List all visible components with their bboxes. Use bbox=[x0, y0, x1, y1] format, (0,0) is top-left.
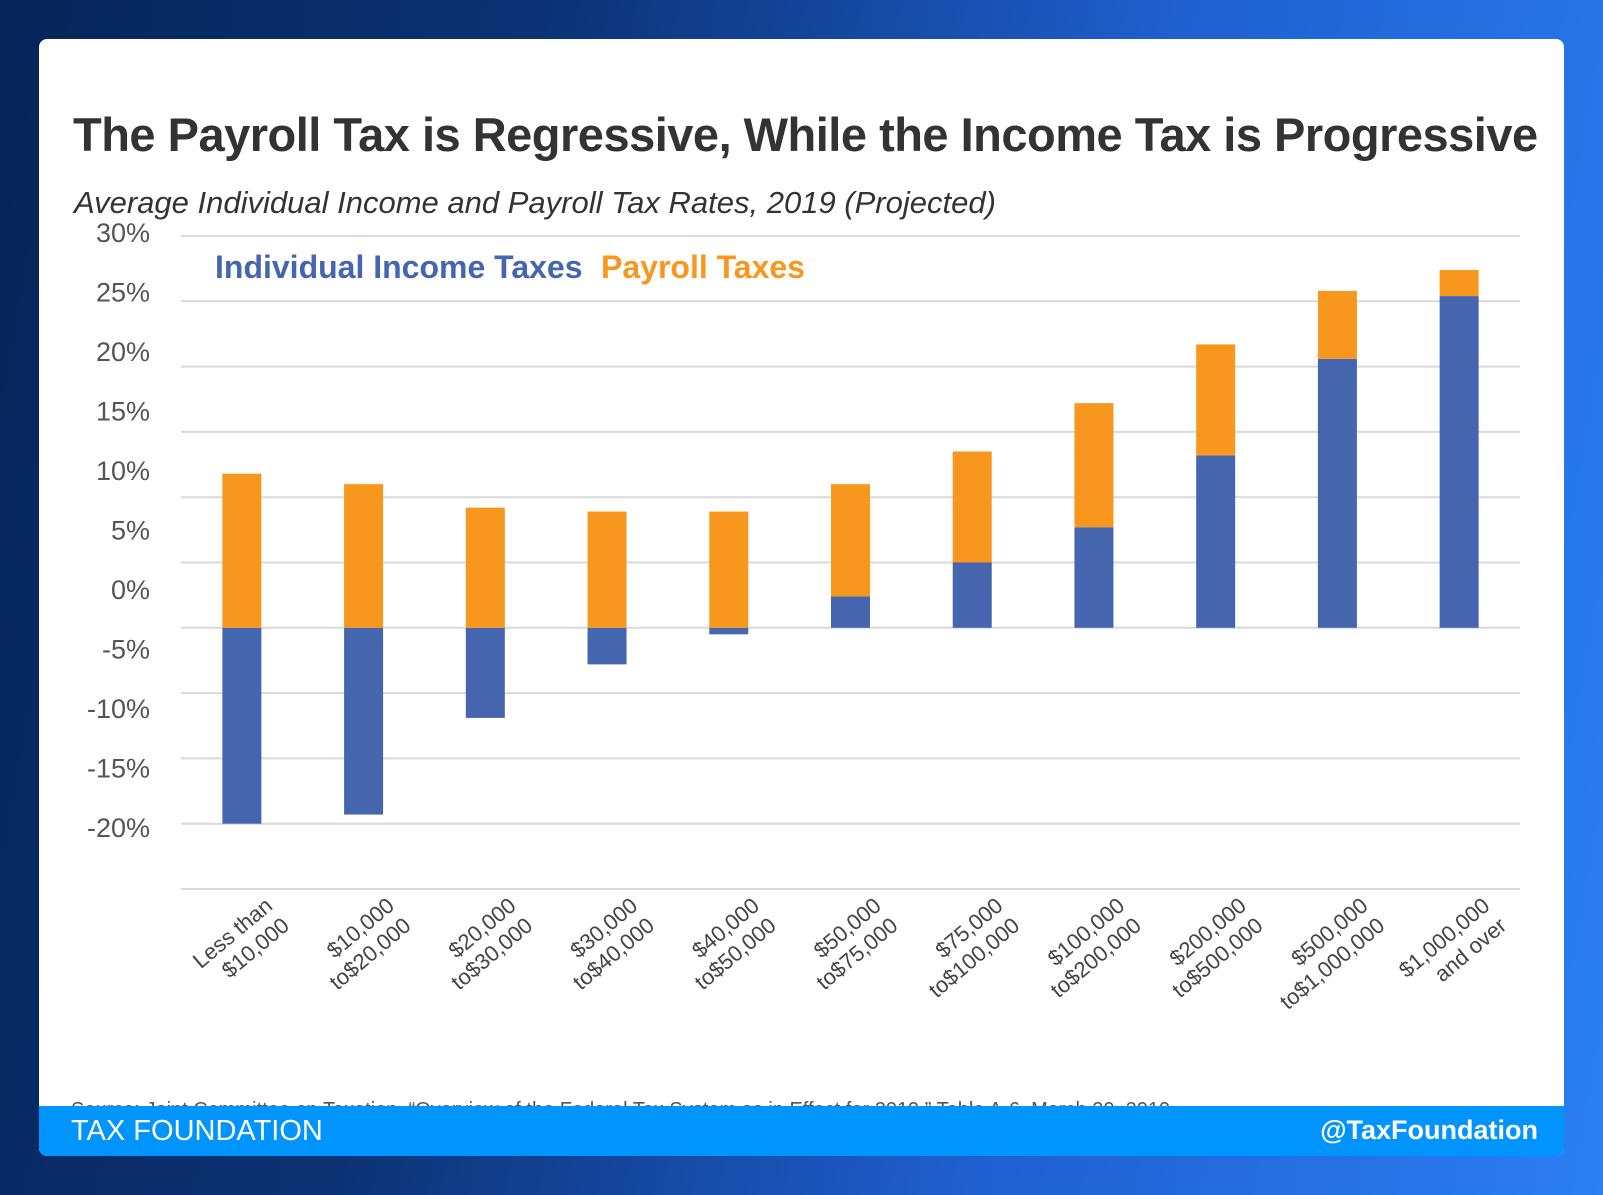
brand-logo-text: TAX FOUNDATION bbox=[71, 1115, 323, 1147]
bar-payroll bbox=[1439, 269, 1479, 297]
x-tick-label: $30,000to$40,000 bbox=[551, 893, 659, 995]
x-tick-label: $10,000to$20,000 bbox=[308, 893, 416, 995]
bar-income bbox=[831, 596, 870, 628]
x-tick-label: $1,000,000and over bbox=[1394, 893, 1511, 1003]
bar-payroll bbox=[1196, 344, 1236, 456]
y-tick-label: 25% bbox=[96, 278, 150, 308]
footer-bar: TAX FOUNDATION @TaxFoundation bbox=[39, 1106, 1564, 1156]
bar-payroll bbox=[1317, 290, 1357, 359]
x-tick-label: $200,000to$500,000 bbox=[1150, 893, 1267, 1003]
x-tick-label: $20,000to$30,000 bbox=[429, 893, 537, 995]
bar-payroll bbox=[587, 511, 627, 628]
bar-income bbox=[1317, 358, 1357, 628]
y-tick-label: -20% bbox=[87, 813, 150, 843]
y-tick-label: 30% bbox=[96, 218, 150, 248]
bar-income bbox=[587, 627, 627, 665]
twitter-handle: @TaxFoundation bbox=[1320, 1115, 1538, 1145]
x-tick-label: $100,000to$200,000 bbox=[1029, 893, 1146, 1003]
chart-card: The Payroll Tax is Regressive, While the… bbox=[39, 39, 1564, 1156]
bar-payroll bbox=[344, 484, 384, 628]
x-tick-label: Less than$10,000 bbox=[188, 893, 294, 993]
bar-income bbox=[1196, 455, 1236, 628]
y-tick-label: 0% bbox=[111, 575, 150, 605]
bar-payroll bbox=[222, 473, 262, 628]
bar-income bbox=[465, 627, 505, 718]
y-tick-label: 20% bbox=[96, 337, 150, 367]
bar-income bbox=[1074, 527, 1114, 628]
bar-payroll bbox=[831, 484, 870, 597]
bar-payroll bbox=[709, 511, 749, 628]
chart-subtitle: Average Individual Income and Payroll Ta… bbox=[74, 185, 996, 220]
x-tick-label: $500,000to$1,000,000 bbox=[1258, 893, 1389, 1015]
legend-payroll: Payroll Taxes bbox=[601, 249, 805, 285]
bar-income bbox=[222, 627, 262, 824]
x-tick-label: $75,000to$100,000 bbox=[907, 893, 1024, 1003]
y-tick-label: -15% bbox=[87, 754, 150, 784]
x-tick-label: $40,000to$50,000 bbox=[673, 893, 781, 995]
y-tick-label: -5% bbox=[102, 635, 150, 665]
y-tick-label: 5% bbox=[111, 516, 150, 546]
bar-income bbox=[1439, 296, 1479, 628]
y-tick-label: -10% bbox=[87, 694, 150, 724]
y-tick-label: 15% bbox=[96, 397, 150, 427]
bar-payroll bbox=[1074, 403, 1114, 528]
bar-income bbox=[709, 627, 749, 635]
bar-income bbox=[344, 627, 384, 815]
bar-payroll bbox=[465, 507, 505, 628]
bar-payroll bbox=[952, 451, 992, 563]
chart-title: The Payroll Tax is Regressive, While the… bbox=[73, 108, 1538, 161]
legend-income: Individual Income Taxes bbox=[215, 249, 583, 285]
bar-income bbox=[952, 562, 992, 628]
y-tick-label: 10% bbox=[96, 456, 150, 486]
x-tick-label: $50,000to$75,000 bbox=[795, 893, 903, 995]
